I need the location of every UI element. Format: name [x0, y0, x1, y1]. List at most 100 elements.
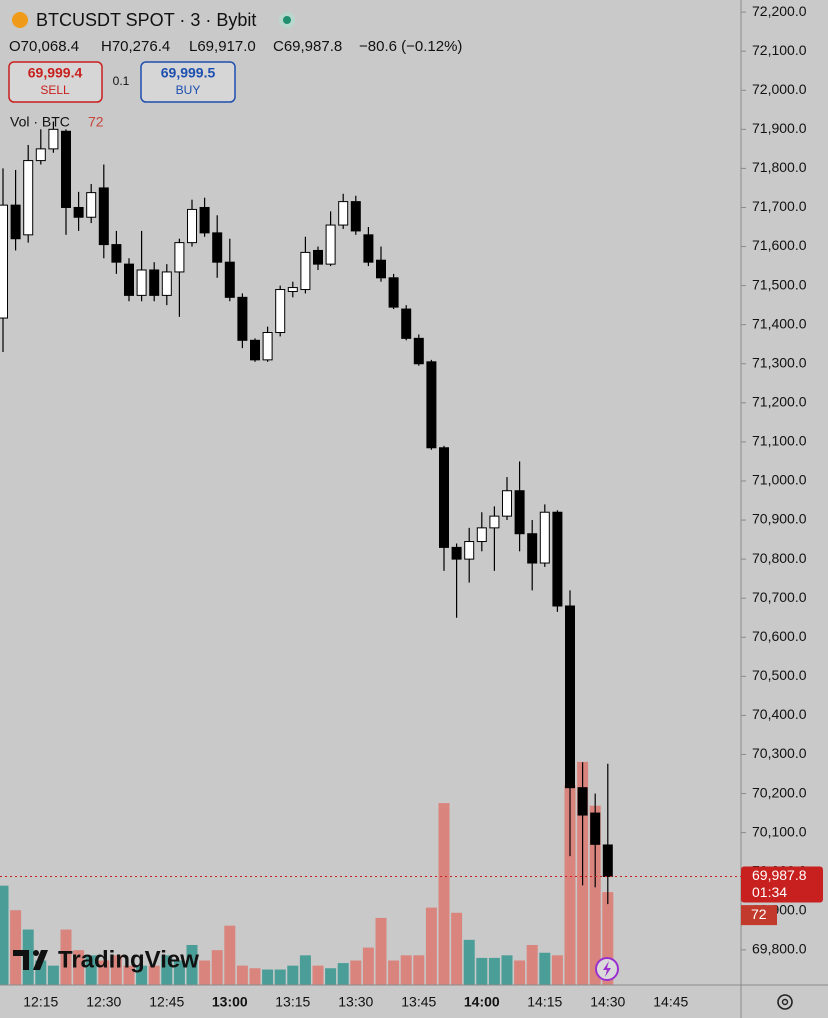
watermark-logo: TradingView — [13, 946, 199, 973]
buy-box — [140, 61, 236, 103]
candle-body — [363, 234, 374, 263]
settings-button[interactable] — [777, 994, 793, 1010]
volume-bar — [10, 910, 22, 985]
y-tick-label: 72,100.0 — [752, 42, 807, 58]
volume-bar — [362, 947, 374, 985]
plot-area — [0, 121, 614, 985]
candle-body — [325, 224, 336, 265]
candle-body — [552, 511, 563, 607]
logo-dot — [33, 950, 39, 956]
logo-mark — [13, 950, 48, 970]
ohlc-open: O70,068.4 — [9, 38, 79, 55]
chart-title: BTCUSDT SPOT · 3 · Bybit — [36, 10, 256, 30]
candle-body — [350, 201, 361, 232]
volume-bar — [488, 957, 500, 985]
watermark: TradingView — [58, 946, 199, 973]
y-tick-label: 71,100.0 — [752, 433, 807, 449]
candle-body — [136, 269, 147, 296]
candle-body — [313, 249, 323, 265]
x-tick-label: 14:00 — [464, 994, 500, 1010]
candle-body — [86, 192, 97, 218]
volume-bar — [551, 955, 563, 985]
x-tick-label: 13:15 — [275, 994, 310, 1010]
volume-bar — [0, 885, 9, 985]
candle-body — [212, 232, 223, 263]
volume-bar — [224, 925, 236, 985]
volume-bar — [299, 955, 311, 985]
x-tick-label: 13:00 — [212, 994, 248, 1010]
quantity: 0.1 — [113, 74, 130, 88]
volume-bar — [274, 969, 286, 985]
y-tick-label: 72,200.0 — [752, 3, 807, 19]
volume-bar — [451, 912, 463, 985]
candle-body — [174, 242, 185, 273]
ohlc-change: −80.6 (−0.12%) — [359, 38, 462, 55]
candle-body — [0, 204, 8, 319]
volume-bar — [249, 968, 261, 985]
volume-bar — [564, 785, 576, 985]
candle-body — [527, 533, 538, 564]
candle-body — [262, 332, 273, 361]
x-tick-label: 12:15 — [23, 994, 58, 1010]
candle-body — [413, 337, 424, 365]
volume-bar — [602, 892, 614, 985]
sell-label: SELL — [40, 83, 70, 97]
volume-bar — [60, 929, 72, 985]
y-tick-label: 71,200.0 — [752, 394, 807, 410]
sell-button[interactable]: 69,999.4 SELL — [8, 61, 103, 103]
candle-body — [224, 261, 235, 298]
candle-body — [10, 204, 21, 240]
volume-bar — [350, 960, 362, 985]
volume-bar — [514, 960, 526, 985]
y-tick-label: 70,500.0 — [752, 667, 807, 683]
y-tick-label: 70,600.0 — [752, 628, 807, 644]
y-tick-label: 71,600.0 — [752, 237, 807, 253]
volume-bar — [186, 945, 198, 985]
y-tick-label: 71,900.0 — [752, 120, 807, 136]
candle-body — [489, 515, 500, 529]
lightning-bolt — [603, 961, 611, 977]
volume-bar — [413, 955, 425, 985]
candle-body — [111, 244, 122, 263]
lightning-icon[interactable] — [595, 957, 619, 981]
y-tick-label: 71,700.0 — [752, 198, 807, 214]
volume-bar — [325, 968, 337, 985]
buy-button[interactable]: 69,999.5 BUY — [140, 61, 236, 103]
volume-bar — [161, 955, 173, 985]
volume-bar — [98, 960, 110, 985]
volume-bar — [425, 907, 437, 985]
gear-ring — [777, 994, 793, 1010]
candle-body — [23, 160, 34, 236]
candle-body — [514, 490, 525, 535]
x-tick-label: 13:45 — [401, 994, 436, 1010]
candle-body — [250, 339, 260, 361]
sell-price: 69,999.4 — [28, 65, 83, 81]
last-price-label: 69,987.8 — [752, 867, 807, 883]
volume-bar — [388, 960, 400, 985]
buy-label: BUY — [176, 83, 201, 97]
volume-bar — [123, 965, 135, 985]
y-tick-label: 69,800.0 — [752, 941, 807, 957]
status-dot — [283, 16, 291, 24]
x-tick-label: 13:30 — [338, 994, 373, 1010]
volume-bar — [337, 963, 349, 985]
buy-price: 69,999.5 — [161, 65, 216, 81]
candle-body — [124, 263, 134, 296]
volume-bar — [287, 965, 299, 985]
candle-body — [187, 208, 197, 244]
candle-body — [426, 361, 437, 449]
volume-bar — [211, 950, 223, 985]
sell-box — [8, 61, 103, 103]
candle-body — [439, 447, 449, 548]
candle-body — [502, 490, 512, 517]
volume-bar — [375, 917, 387, 985]
x-tick-label: 14:45 — [653, 994, 688, 1010]
candle-body — [451, 546, 462, 560]
x-tick-label: 12:30 — [86, 994, 121, 1010]
candle-body — [338, 201, 349, 226]
candle-body — [48, 128, 59, 150]
candle-body — [539, 511, 550, 564]
